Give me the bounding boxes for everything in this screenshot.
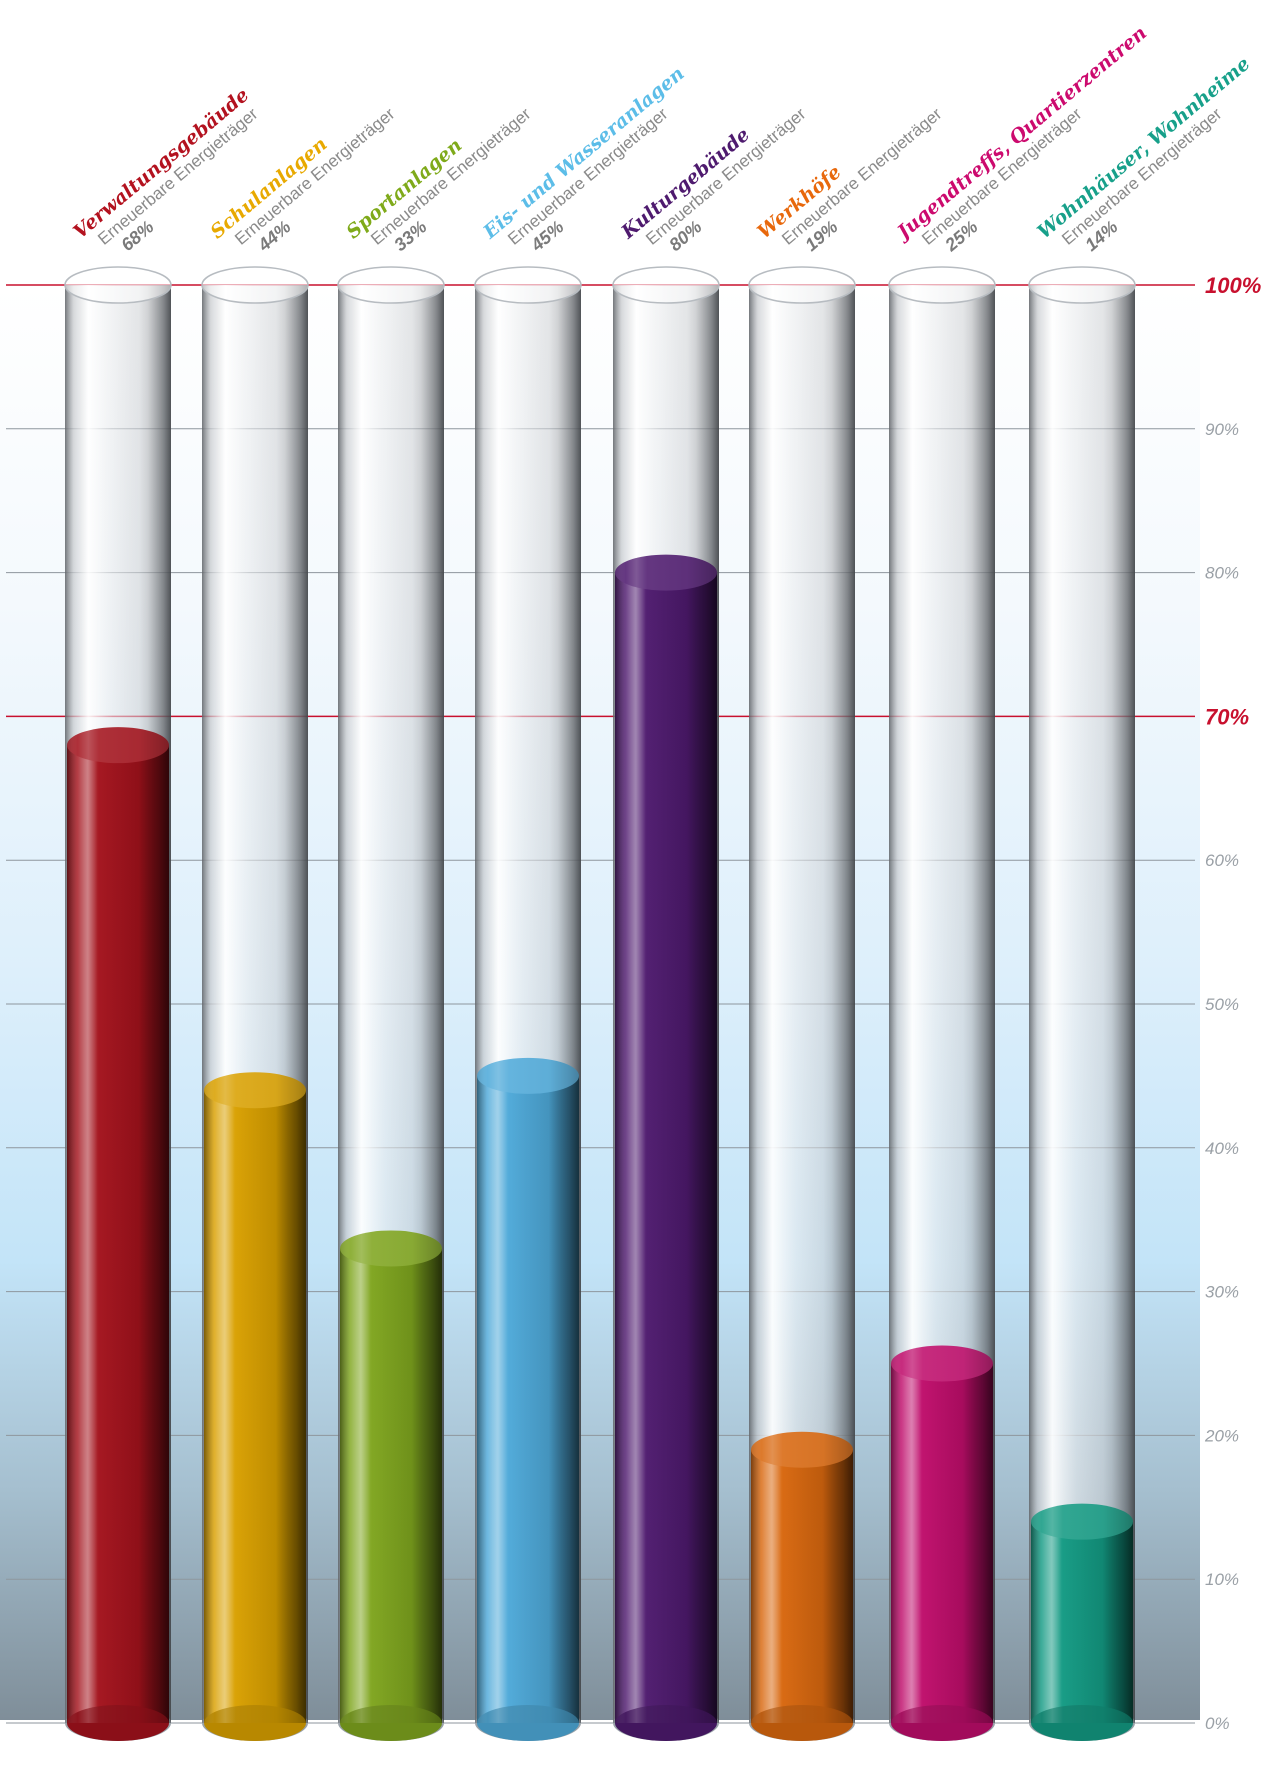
y-tick-label-90: 90%	[1205, 420, 1239, 439]
tube-rim-2	[201, 266, 309, 304]
tube-shine-7	[889, 285, 995, 1723]
tube-rim-6	[748, 266, 856, 304]
y-tick-label-80: 80%	[1205, 564, 1239, 583]
tube-6	[748, 266, 856, 1741]
tube-3	[337, 266, 445, 1741]
tube-rim-5	[612, 266, 720, 304]
y-tick-label-60: 60%	[1205, 851, 1239, 870]
y-tick-label-0: 0%	[1205, 1714, 1230, 1733]
tube-shine-2	[202, 285, 308, 1723]
y-tick-label-40: 40%	[1205, 1139, 1239, 1158]
plot-background	[0, 285, 1200, 1720]
tube-8	[1028, 266, 1136, 1741]
tube-shine-8	[1029, 285, 1135, 1723]
y-tick-label-50: 50%	[1205, 995, 1239, 1014]
tube-shine-4	[475, 285, 581, 1723]
tube-shine-6	[749, 285, 855, 1723]
tube-7	[888, 266, 996, 1741]
tube-rim-8	[1028, 266, 1136, 304]
tube-rim-7	[888, 266, 996, 304]
reference-label-70: 70%	[1205, 704, 1249, 729]
tube-1	[64, 266, 172, 1741]
reference-label-100: 100%	[1205, 273, 1261, 298]
tube-shine-3	[338, 285, 444, 1723]
tube-4	[474, 266, 582, 1741]
y-tick-label-20: 20%	[1204, 1426, 1239, 1445]
tubes-layer	[64, 266, 1136, 1741]
tube-rim-4	[474, 266, 582, 304]
tube-2	[201, 266, 309, 1741]
tube-rim-3	[337, 266, 445, 304]
tube-shine-1	[65, 285, 171, 1723]
tube-rim-1	[64, 266, 172, 304]
y-tick-label-30: 30%	[1205, 1283, 1239, 1302]
y-tick-label-10: 10%	[1205, 1570, 1239, 1589]
tube-shine-5	[613, 285, 719, 1723]
tube-5	[612, 266, 720, 1741]
